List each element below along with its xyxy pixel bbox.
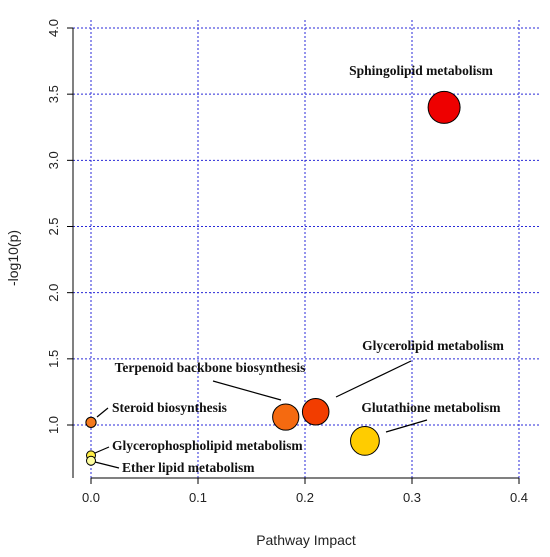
y-tick-label-2: 2.0 [46,284,61,302]
point-glutathione-metabolism [350,425,380,456]
grid-lines [73,20,540,478]
x-tick-label-1: 0.1 [189,490,207,505]
y-tick-label-4: 3.0 [46,151,61,169]
leader-glycerophospholipid-metabolism [94,446,110,454]
leader-lines [94,360,428,469]
y-tick-label-5: 3.5 [46,85,61,103]
label-ether-lipid-metabolism: Ether lipid metabolism [122,460,255,475]
data-points [85,90,461,466]
y-ticks: 1.0 1.5 2.0 2.5 3.0 3.5 4.0 [46,19,73,434]
label-glutathione-metabolism: Glutathione metabolism [361,400,501,415]
y-axis-title: -log10(p) [5,230,21,286]
y-tick-label-6: 4.0 [46,19,61,37]
point-terpenoid-backbone-biosynthesis [272,403,300,431]
leader-terpenoid-backbone-biosynthesis [212,380,282,401]
leader-glutathione-metabolism [385,419,428,433]
label-terpenoid-backbone-biosynthesis: Terpenoid backbone biosynthesis [115,360,306,375]
y-tick-label-1: 1.5 [46,350,61,368]
point-ether-lipid-metabolism [86,455,96,466]
x-tick-label-3: 0.3 [403,490,421,505]
y-tick-label-3: 2.5 [46,217,61,235]
label-sphingolipid-metabolism: Sphingolipid metabolism [349,63,493,78]
x-tick-label-4: 0.4 [510,490,528,505]
x-axis-title: Pathway Impact [256,532,356,548]
point-steroid-biosynthesis [85,416,97,428]
label-steroid-biosynthesis: Steroid biosynthesis [112,400,227,415]
point-labels: Sphingolipid metabolism Glycerolipid meta… [112,63,505,475]
x-tick-label-2: 0.2 [296,490,314,505]
x-tick-label-0: 0.0 [82,490,100,505]
leader-ether-lipid-metabolism [94,461,120,469]
point-sphingolipid-metabolism [427,90,461,124]
x-ticks: 0.0 0.1 0.2 0.3 0.4 [82,478,528,505]
label-glycerolipid-metabolism: Glycerolipid metabolism [362,338,505,353]
leader-glycerolipid-metabolism [335,360,412,398]
y-tick-label-0: 1.0 [46,416,61,434]
leader-steroid-biosynthesis [96,407,109,418]
point-glycerolipid-metabolism [301,397,330,426]
label-glycerophospholipid-metabolism: Glycerophospholipid metabolism [112,438,303,453]
